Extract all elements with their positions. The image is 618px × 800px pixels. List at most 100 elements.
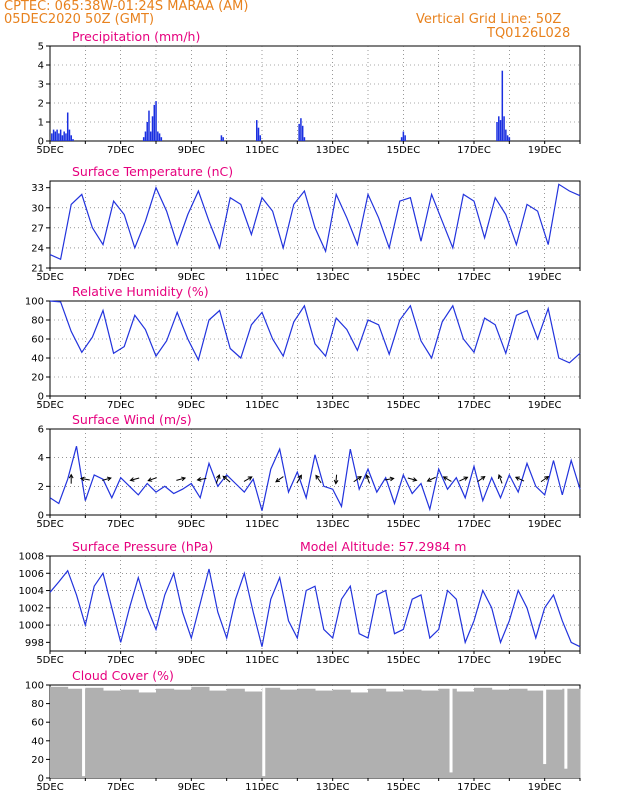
wind-title: Surface Wind (m/s)	[72, 412, 192, 427]
precipitation-ytick-label: 5	[38, 42, 44, 53]
temperature-xtick-label: 7DEC	[107, 272, 134, 283]
precipitation-xtick-label: 11DEC	[245, 145, 279, 156]
pressure-ytick-label: 1000	[19, 621, 44, 632]
precipitation-bar	[508, 137, 511, 141]
cloud-cover-xtick-label: 19DEC	[528, 782, 562, 793]
cloud-cover-bar	[315, 690, 334, 778]
humidity-xtick-label: 13DEC	[316, 400, 350, 411]
wind-arrow-head	[68, 473, 74, 479]
temperature-ytick-label: 30	[31, 203, 44, 214]
precipitation-bar	[65, 133, 67, 141]
wind-xtick-label: 5DEC	[36, 519, 63, 530]
wind-arrow-shaft	[296, 475, 302, 484]
wind-arrow-shaft	[477, 476, 486, 483]
wind-arrow-head	[426, 477, 432, 482]
wind-xtick-label: 15DEC	[386, 519, 420, 530]
precipitation-ytick-label: 0	[38, 137, 44, 148]
cloud-cover-ytick-label: 80	[31, 699, 44, 710]
precipitation-xtick-label: 7DEC	[107, 145, 134, 156]
cloud-cover-xtick-label: 5DEC	[36, 782, 63, 793]
humidity-title: Relative Humidity (%)	[72, 284, 209, 299]
humidity-xtick-label: 19DEC	[528, 400, 562, 411]
humidity-ytick-label: 20	[31, 373, 44, 384]
humidity-series-line	[49, 300, 581, 364]
wind-ytick-label: 6	[38, 425, 44, 436]
temperature-ytick-label: 24	[31, 243, 44, 254]
pressure-xtick-label: 19DEC	[528, 655, 562, 666]
cloud-cover-bar	[474, 687, 493, 778]
cloud-cover-xtick-label: 17DEC	[457, 782, 491, 793]
cloud-cover-bar	[173, 689, 192, 778]
precipitation-bar	[506, 135, 509, 141]
cloud-cover-bar	[544, 689, 563, 778]
wind-arrow-head	[147, 477, 153, 482]
wind-xtick-label: 13DEC	[316, 519, 350, 530]
precipitation-xtick-label: 19DEC	[528, 145, 562, 156]
humidity-xtick-label: 17DEC	[457, 400, 491, 411]
cloud-cover-xtick-label: 11DEC	[245, 782, 279, 793]
precipitation-ytick-label: 3	[38, 80, 44, 91]
cloud-cover-bar	[421, 690, 440, 778]
cloud-cover-ytick-label: 20	[31, 755, 44, 766]
wind-arrow-shaft	[365, 474, 371, 484]
pressure-xtick-label: 13DEC	[316, 655, 350, 666]
cloud-cover-bar	[297, 688, 316, 778]
precipitation-bar	[222, 137, 224, 141]
cloud-cover-bar	[191, 686, 210, 778]
cloud-cover-bar	[385, 691, 404, 778]
cloud-cover-xtick-label: 7DEC	[107, 782, 134, 793]
wind-arrow-shaft	[243, 476, 253, 482]
wind-arrow-shaft	[176, 477, 186, 481]
wind-arrow-head	[463, 476, 469, 481]
wind-frame	[49, 428, 581, 516]
pressure-title: Surface Pressure (hPa)	[72, 539, 213, 554]
temperature-xtick-label: 5DEC	[36, 272, 63, 283]
wind-arrow-head	[79, 476, 85, 482]
wind-arrow-head	[106, 476, 112, 482]
wind-arrow-head	[412, 477, 418, 482]
precipitation-xtick-label: 5DEC	[36, 145, 63, 156]
precipitation-bar	[144, 131, 147, 141]
precipitation-bar	[63, 131, 65, 141]
wind-ytick-label: 4	[38, 453, 44, 464]
humidity-ytick-label: 60	[31, 335, 44, 346]
cloud-cover-bar	[368, 688, 387, 778]
precipitation-bar	[72, 139, 74, 141]
precipitation-frame	[49, 45, 581, 142]
pressure-xtick-label: 17DEC	[457, 655, 491, 666]
precipitation-bar	[59, 129, 62, 141]
wind-xtick-label: 17DEC	[457, 519, 491, 530]
precipitation-ytick-label: 2	[38, 99, 44, 110]
temperature-ytick-label: 27	[31, 223, 44, 234]
temperature-xtick-label: 11DEC	[245, 272, 279, 283]
precipitation-bar	[496, 122, 498, 141]
precipitation-bar	[503, 116, 505, 141]
header-grid-line: Vertical Grid Line: 50Z	[416, 12, 562, 27]
cloud-cover-bar	[403, 689, 422, 778]
cloud-cover-xtick-label: 13DEC	[316, 782, 350, 793]
cloud-cover-bar	[262, 687, 281, 778]
precipitation-bar	[146, 122, 148, 141]
cloud-cover-xtick-label: 9DEC	[178, 782, 205, 793]
cloud-cover-gap	[564, 686, 568, 769]
humidity-xtick-label: 5DEC	[36, 400, 63, 411]
wind-arrow-shaft	[407, 477, 417, 481]
wind-arrow-shaft	[80, 477, 90, 481]
wind-arrow-shaft	[384, 477, 394, 481]
wind-arrow-head	[389, 476, 395, 482]
wind-arrow-head	[196, 477, 202, 482]
pressure-annotation: Model Altitude: 57.2984 m	[300, 539, 466, 554]
temperature-xtick-label: 19DEC	[528, 272, 562, 283]
cloud-cover-bar	[438, 688, 457, 778]
precipitation-bar	[52, 129, 55, 141]
wind-arrow-shaft	[540, 476, 549, 483]
humidity-frame	[49, 300, 581, 397]
precipitation-bar	[148, 110, 150, 141]
wind-ytick-label: 0	[38, 511, 44, 522]
cloud-cover-bar	[156, 688, 175, 778]
precipitation-bar	[153, 104, 156, 141]
humidity-xtick-label: 7DEC	[107, 400, 134, 411]
temperature-series-line	[49, 183, 581, 261]
humidity-xtick-label: 9DEC	[178, 400, 205, 411]
